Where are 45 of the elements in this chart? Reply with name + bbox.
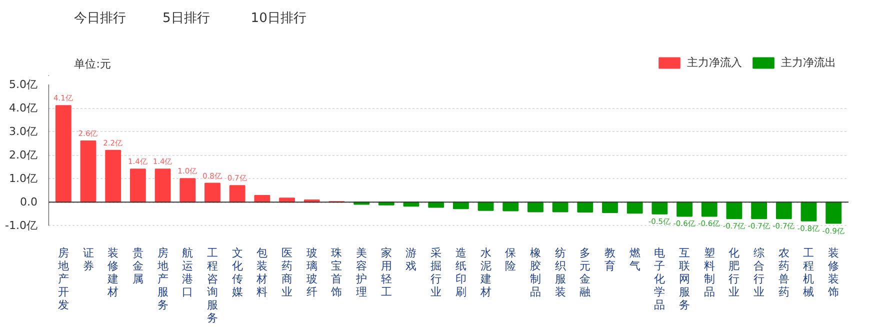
x-tick-label: 采掘行业 — [430, 246, 442, 298]
x-tick-label: 游戏 — [406, 246, 417, 272]
x-tick-label: 美容护理 — [355, 246, 368, 298]
x-tick-label: 综合行业 — [754, 246, 765, 298]
x-tick-label: 纺织服装 — [554, 246, 566, 298]
x-tick-label: 水泥建材 — [479, 246, 492, 298]
x-tick-label: 农药兽药 — [778, 246, 790, 298]
x-tick-label: 互联网服务 — [679, 246, 690, 312]
y-tick-label: 0.0 — [20, 196, 38, 209]
legend-label: 主力净流入 — [687, 55, 742, 70]
x-tick-label: 珠宝首饰 — [330, 246, 342, 298]
y-tick-label: 2.0亿 — [9, 148, 38, 162]
y-tick-label: -1.0亿 — [5, 219, 38, 232]
x-tick-label: 燃气 — [629, 246, 640, 272]
x-tick-label: 家用轻工 — [380, 246, 392, 298]
x-tick-label: 工程机械 — [803, 246, 814, 298]
x-tick-label: 造纸印刷 — [455, 246, 466, 298]
x-tick-label: 塑料制品 — [704, 246, 715, 298]
y-tick-label: 5.0亿 — [9, 78, 38, 91]
x-tick-label: 房地产开发 — [56, 246, 69, 312]
x-tick-label: 玻璃玻纤 — [306, 246, 318, 298]
x-tick-label: 包装材料 — [256, 246, 268, 298]
y-tick-label: 1.0亿 — [9, 172, 38, 186]
text: 10日排行 — [250, 11, 306, 26]
x-tick-label: 医药商业 — [282, 246, 293, 298]
x-tick-label: 文化传媒 — [232, 246, 243, 298]
x-tick-label: 教育 — [604, 246, 616, 272]
x-tick-label: 工程咨询服务 — [206, 246, 218, 324]
text: 5日排行 — [162, 11, 210, 26]
x-tick-label: 橡胶制品 — [530, 246, 541, 298]
x-tick-label: 装修装饰 — [827, 246, 840, 298]
y-tick-label: 4.0亿 — [9, 102, 38, 115]
legend-label: 主力净流出 — [781, 55, 836, 70]
y-tick-label: 3.0亿 — [9, 125, 38, 138]
y-axis-title: 单位:元 — [74, 58, 111, 70]
x-tick-label: 化肥行业 — [728, 246, 740, 298]
x-tick-label: 航运港口 — [182, 246, 194, 298]
x-tick-label: 证券 — [82, 246, 94, 272]
x-tick-label: 房地产服务 — [156, 246, 168, 312]
x-tick-label: 电子化学品 — [654, 246, 666, 312]
x-tick-label: 装修建材 — [106, 246, 119, 298]
text: 今日排行 — [74, 11, 126, 26]
x-tick-label: 贵金属 — [132, 246, 144, 286]
x-tick-label: 多元金融 — [580, 246, 591, 298]
x-tick-label: 保险 — [505, 246, 516, 272]
